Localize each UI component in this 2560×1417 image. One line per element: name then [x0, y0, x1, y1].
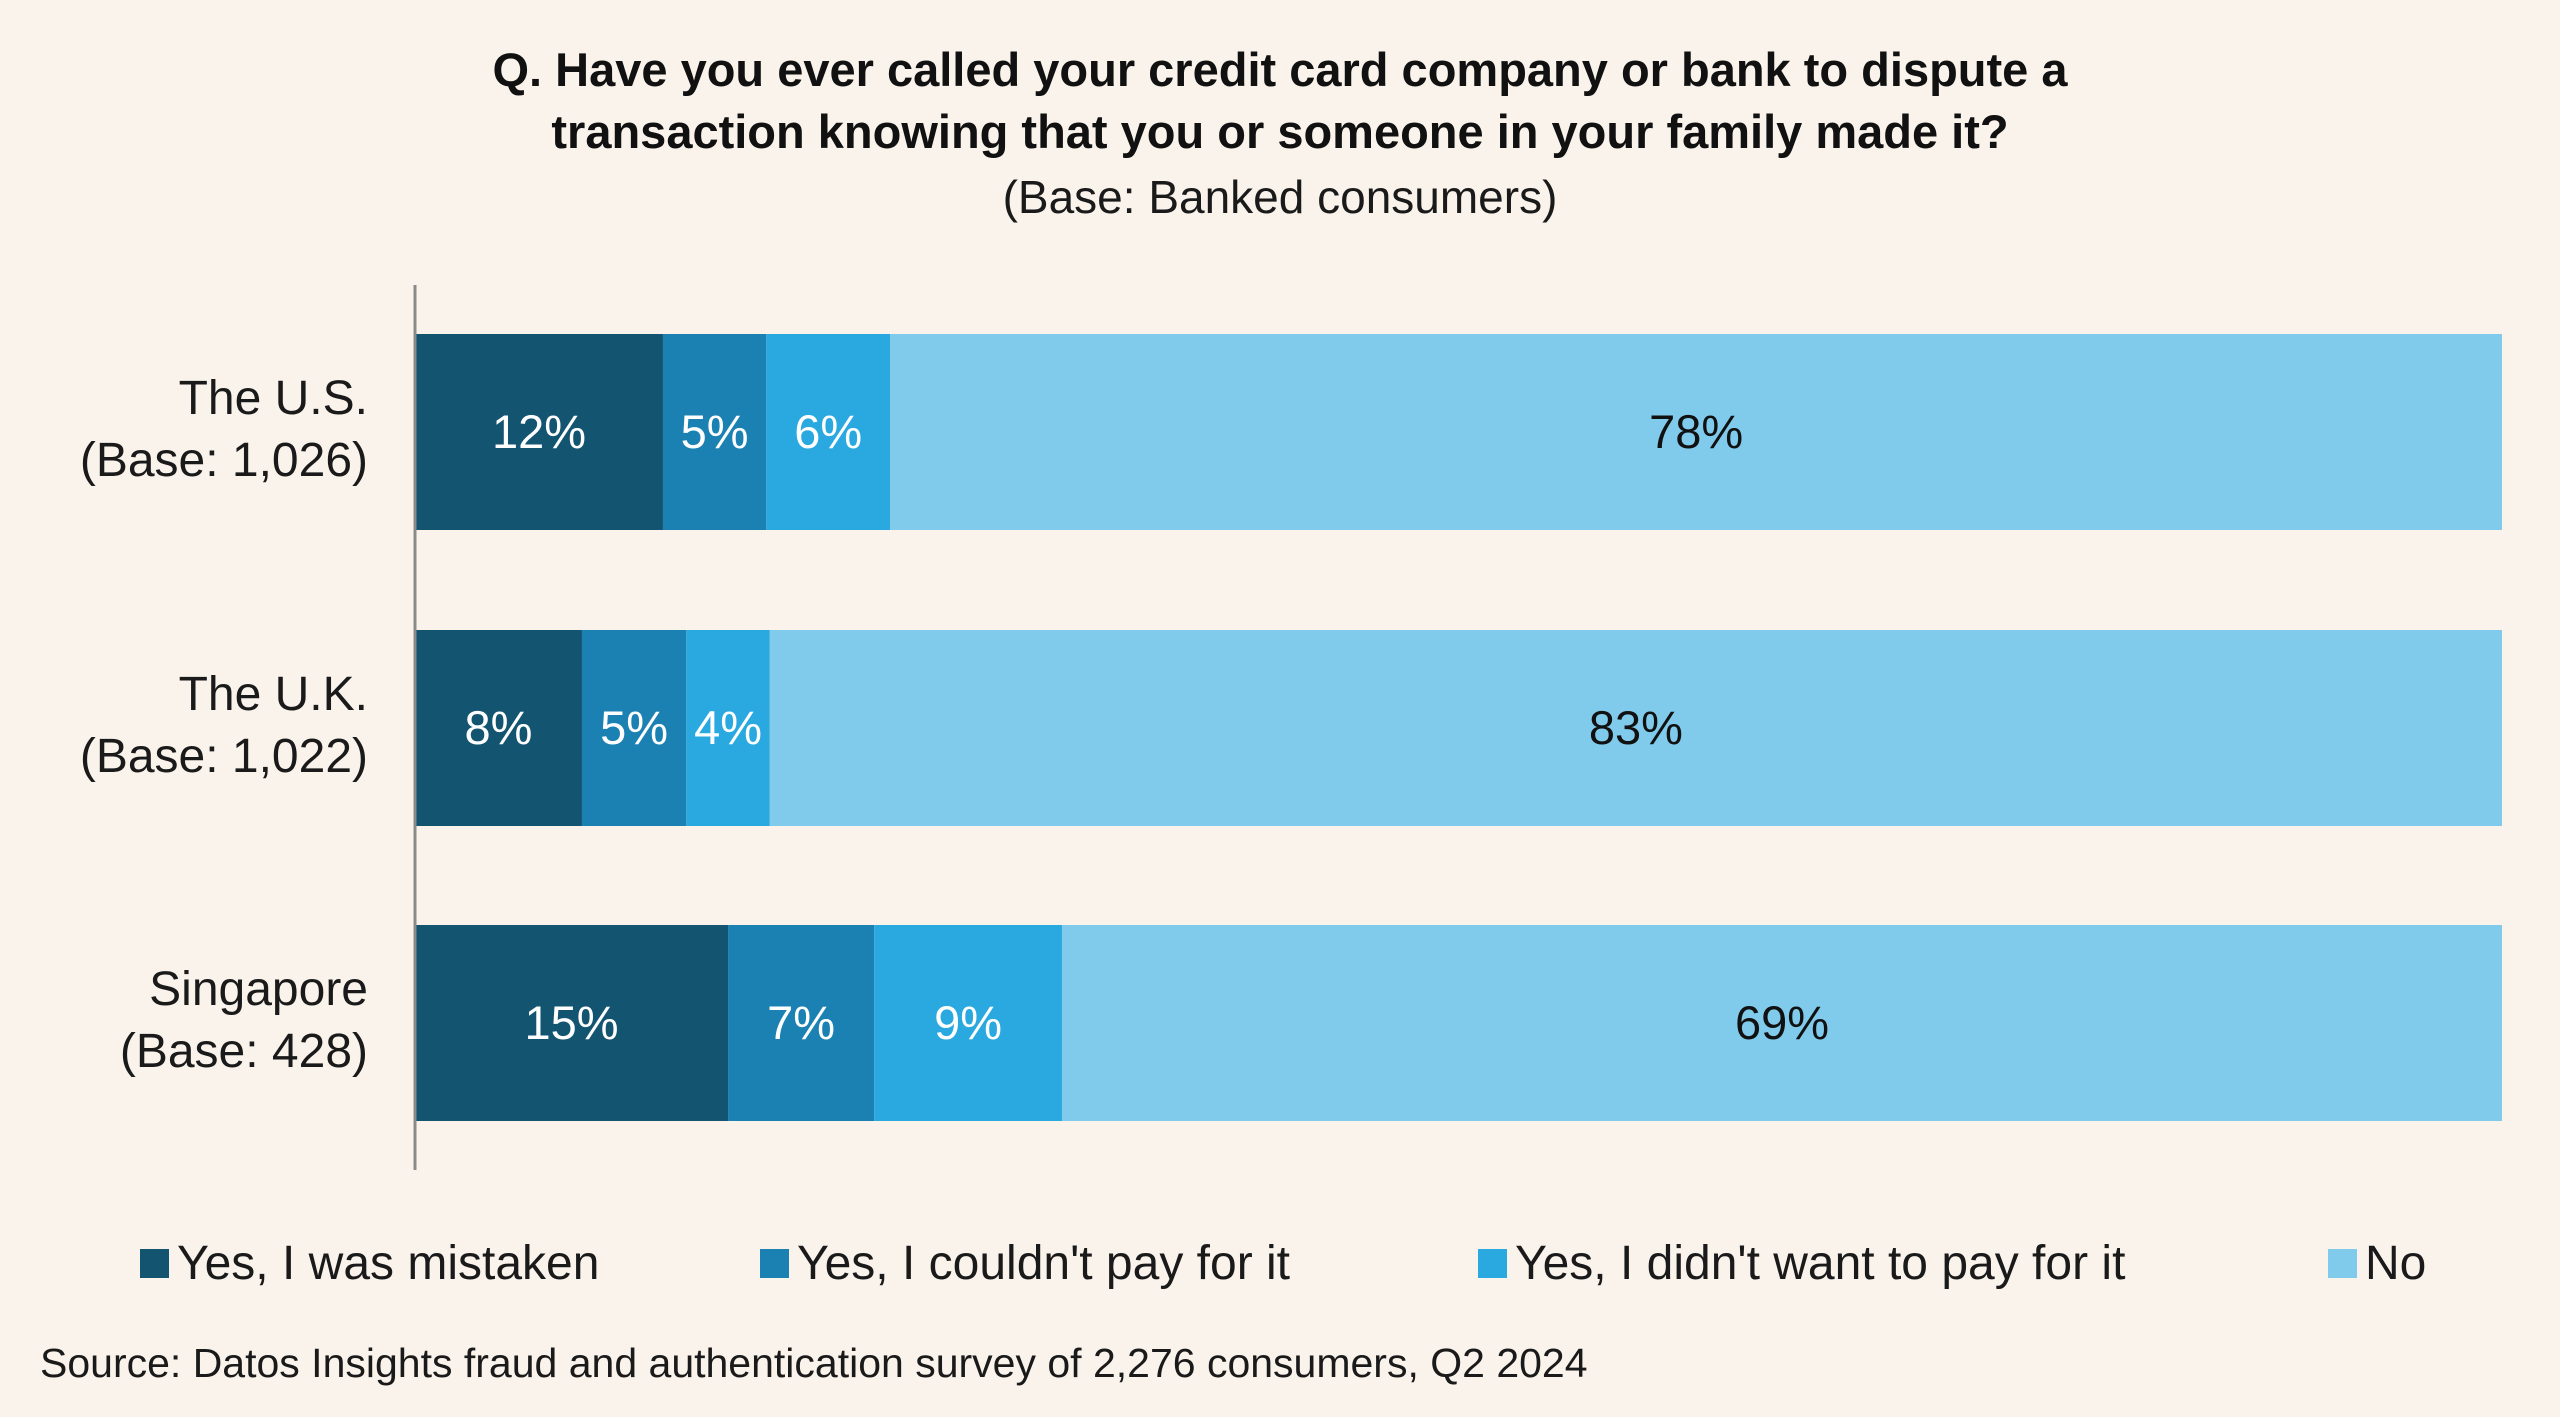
category-label: Singapore	[149, 963, 368, 1016]
chart-title-line-1: Q. Have you ever called your credit card…	[492, 43, 2068, 96]
bar-segment	[415, 334, 663, 530]
category-base-label: (Base: 1,026)	[80, 434, 368, 487]
legend-label: Yes, I was mistaken	[177, 1237, 600, 1290]
bar-segment	[890, 334, 2502, 530]
bar-segment	[766, 334, 891, 530]
legend-item: Yes, I was mistaken	[140, 1236, 599, 1291]
legend-swatch	[760, 1249, 789, 1278]
legend-label: Yes, I couldn't pay for it	[797, 1237, 1291, 1290]
legend-swatch	[1478, 1249, 1507, 1278]
data-label: 78%	[1649, 405, 1743, 458]
data-label: 15%	[524, 996, 618, 1049]
bar-segment	[415, 630, 582, 826]
bar-segment	[662, 334, 767, 530]
bar-segment	[769, 630, 2502, 826]
legend-item: Yes, I couldn't pay for it	[760, 1236, 1290, 1291]
legend-label: No	[2365, 1237, 2427, 1290]
bar-segment	[874, 925, 1062, 1121]
legend-swatch	[2328, 1249, 2357, 1278]
category-label: The U.K.	[179, 668, 368, 721]
legend-swatch	[140, 1249, 169, 1278]
data-label: 8%	[465, 701, 533, 754]
legend-item: Yes, I didn't want to pay for it	[1478, 1236, 2125, 1291]
chart-legend: Yes, I was mistaken Yes, I couldn't pay f…	[0, 1236, 2560, 1296]
bar-segment	[728, 925, 875, 1121]
stacked-bar-chart: 12% 5% 6% 78% The U.S. (Base: 1,026) 8% 5% 4% 83%…	[80, 285, 2502, 1170]
data-label: 5%	[681, 405, 749, 458]
data-label: 4%	[694, 701, 762, 754]
chart-subtitle: (Base: Banked consumers)	[1002, 171, 1558, 223]
category-label: The U.S.	[179, 372, 368, 425]
legend-item: No	[2328, 1236, 2426, 1291]
bar-segment	[581, 630, 687, 826]
category-base-label: (Base: 428)	[120, 1025, 368, 1078]
bar-segment	[1061, 925, 2502, 1121]
chart-title-line-2: transaction knowing that you or someone …	[551, 105, 2009, 158]
legend-label: Yes, I didn't want to pay for it	[1515, 1237, 2126, 1290]
data-label: 69%	[1735, 996, 1829, 1049]
data-label: 5%	[600, 701, 668, 754]
bar-segment	[415, 925, 729, 1121]
data-label: 7%	[767, 996, 835, 1049]
source-note: Source: Datos Insights fraud and authent…	[40, 1340, 1588, 1386]
data-label: 9%	[934, 996, 1002, 1049]
data-label: 83%	[1589, 701, 1683, 754]
data-label: 6%	[794, 405, 862, 458]
bar-segment	[686, 630, 770, 826]
data-label: 12%	[492, 405, 586, 458]
category-base-label: (Base: 1,022)	[80, 730, 368, 783]
